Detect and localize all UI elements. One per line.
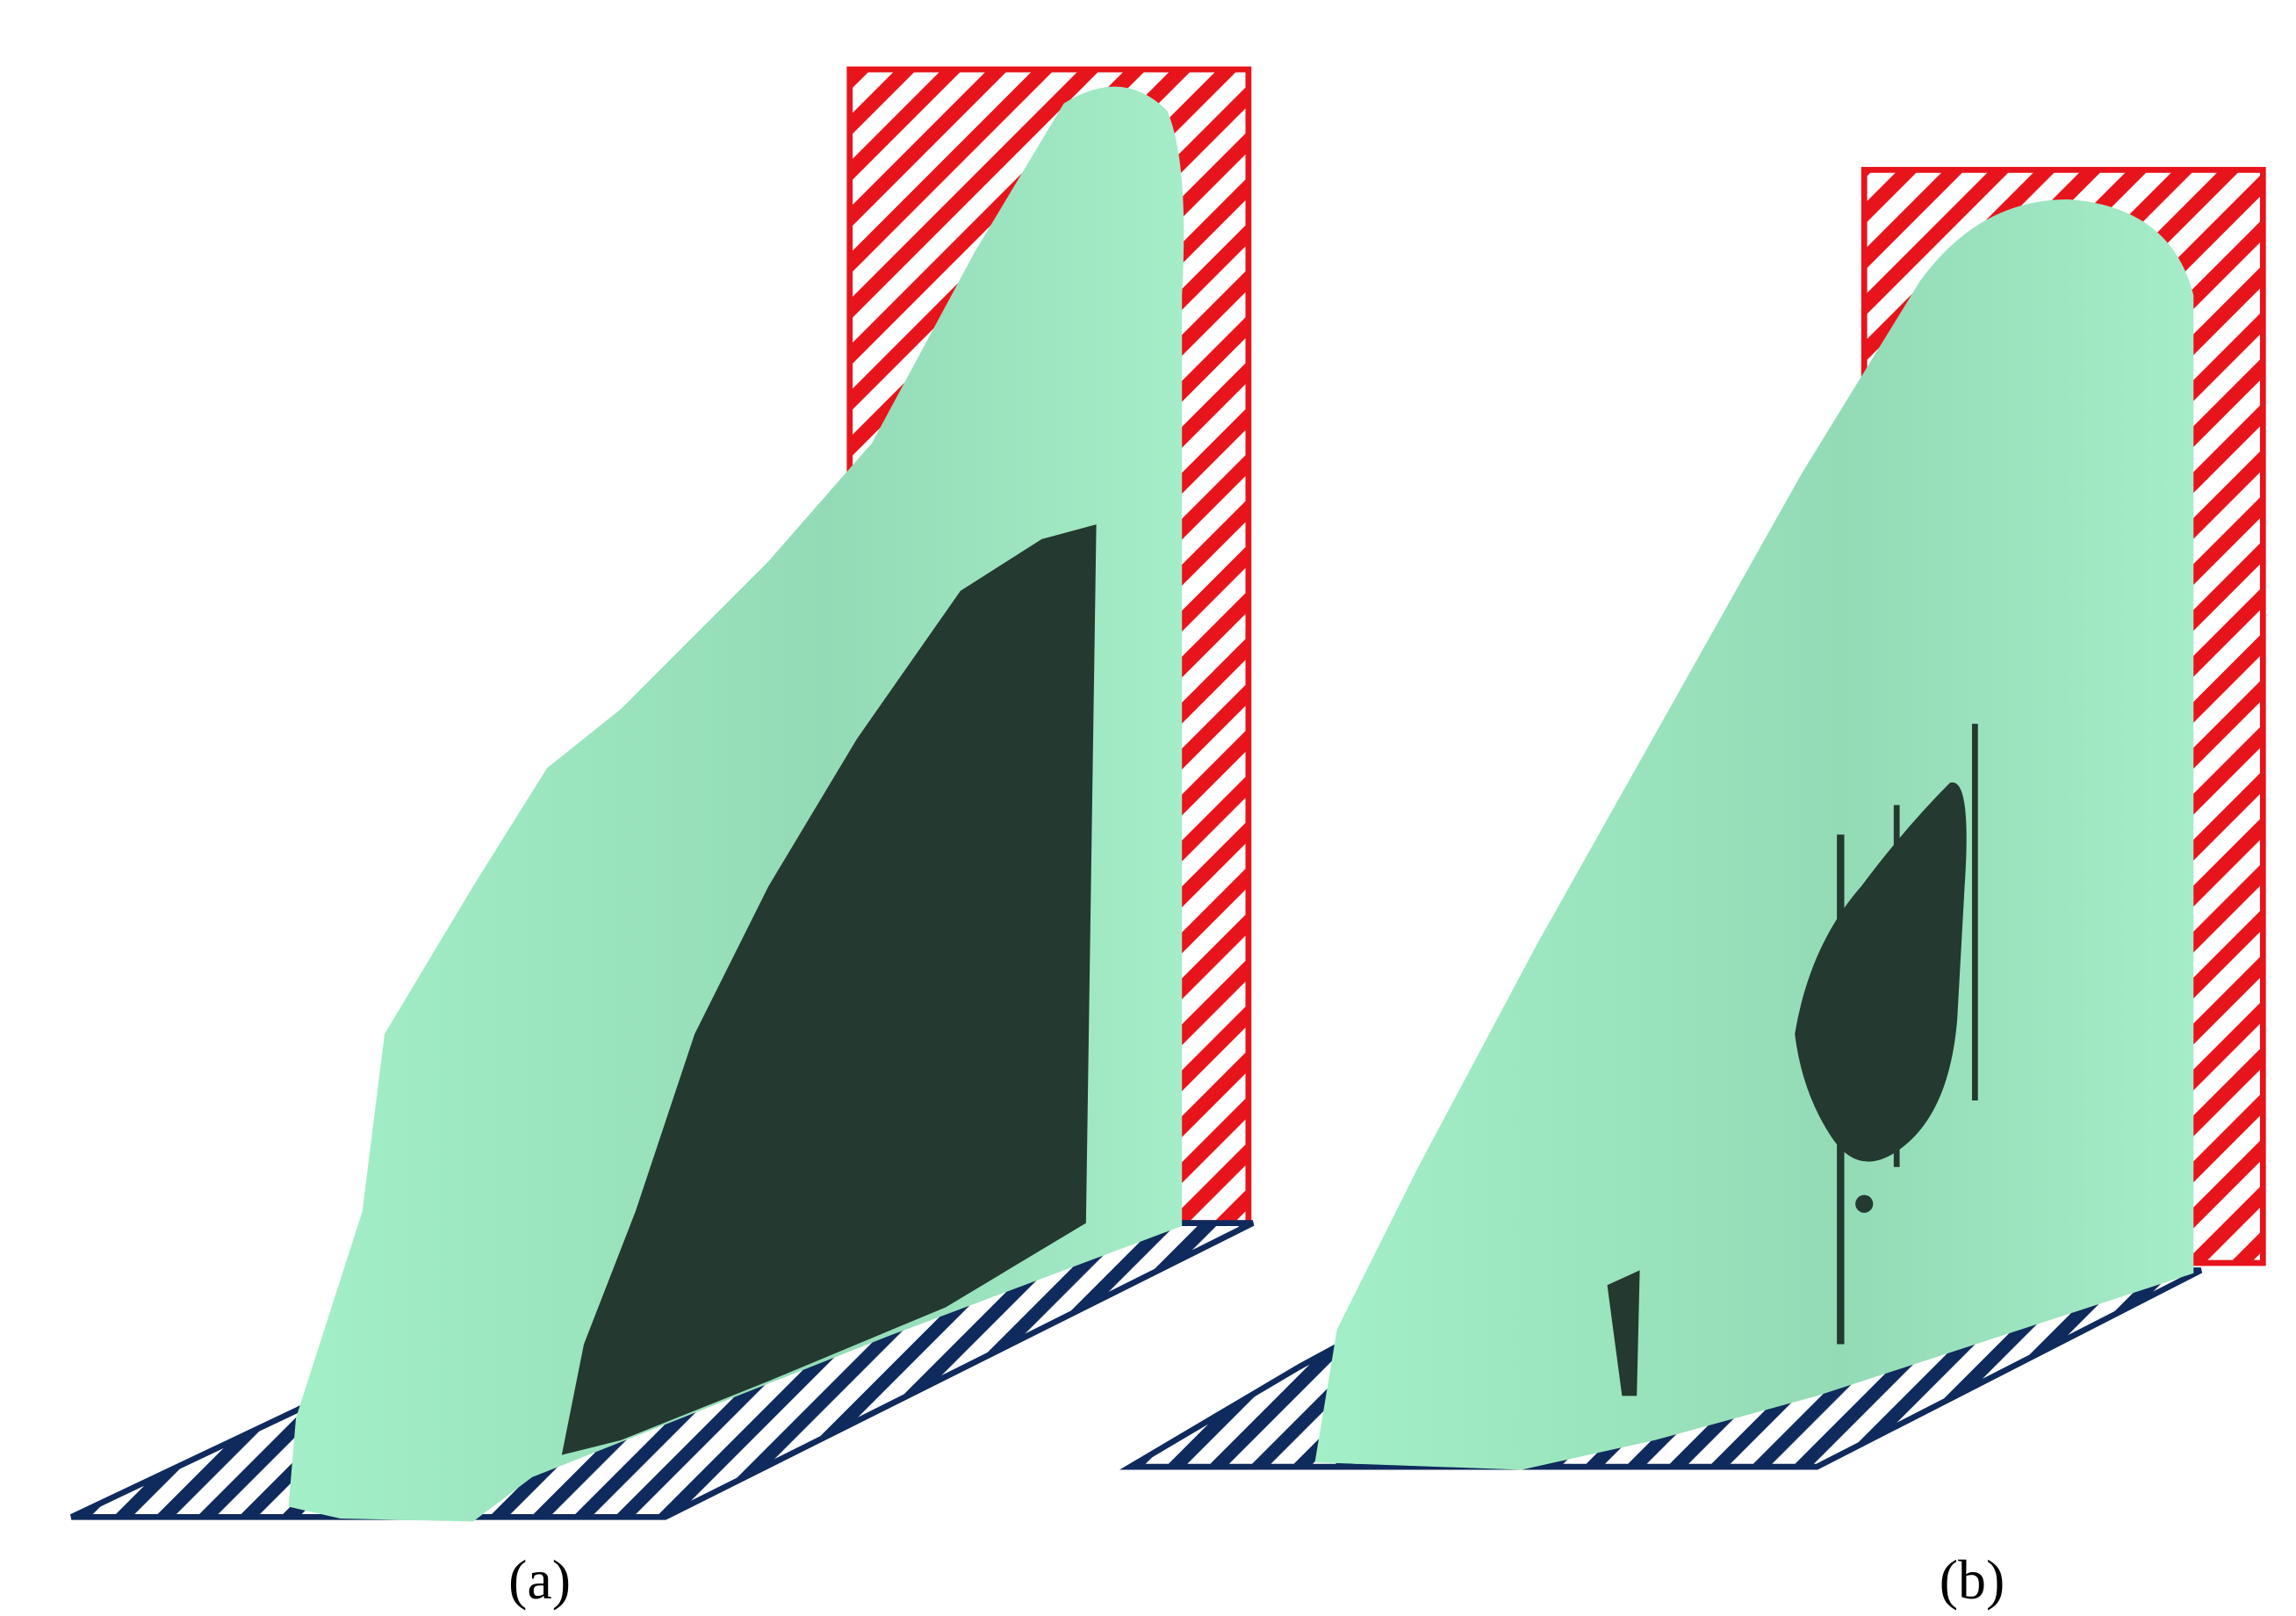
cavity: [561, 524, 1097, 1455]
panel-b: (b): [1119, 167, 2266, 1611]
cavity: [1855, 1194, 1874, 1213]
cavity: [1607, 1270, 1640, 1396]
part-body: [1314, 199, 2194, 1470]
panel-label: (a): [508, 1548, 571, 1611]
panel-a: (a): [69, 66, 1255, 1611]
panel-label: (b): [1940, 1548, 2005, 1611]
